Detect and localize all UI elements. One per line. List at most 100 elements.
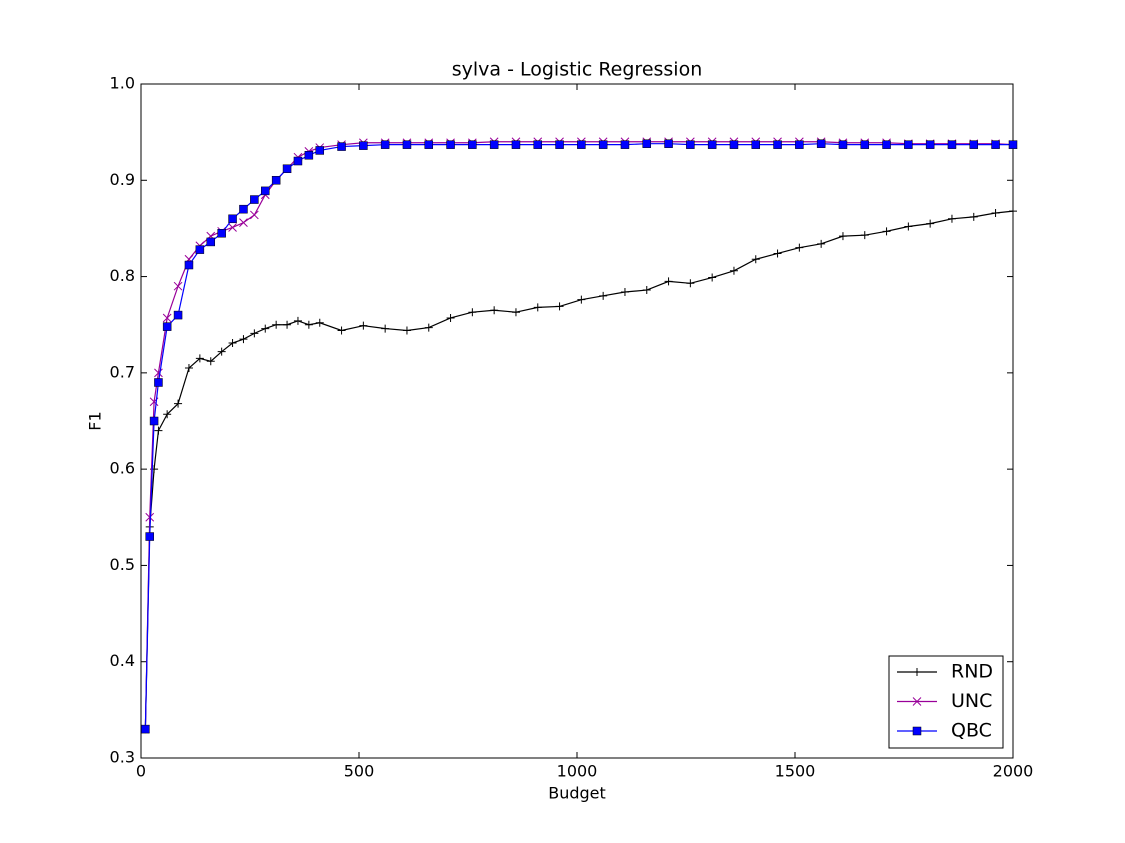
marker-shape	[686, 140, 695, 149]
marker-x	[162, 313, 172, 323]
marker-square	[271, 176, 281, 185]
marker-shape	[860, 231, 869, 240]
marker-shape	[882, 227, 891, 236]
x-tick-label: 2000	[993, 762, 1034, 781]
marker-shape	[686, 279, 695, 288]
marker-shape	[1009, 207, 1017, 216]
marker-shape	[912, 726, 922, 736]
marker-shape	[795, 243, 804, 252]
marker-shape	[239, 335, 248, 344]
marker-plus	[708, 273, 717, 282]
x-tick-label: 0	[136, 762, 146, 781]
marker-square	[195, 245, 205, 254]
marker-shape	[751, 255, 760, 264]
marker-square	[402, 140, 412, 149]
marker-shape	[708, 273, 717, 282]
marker-plus	[446, 313, 455, 322]
chart-title: sylva - Logistic Regression	[452, 59, 703, 81]
marker-square	[145, 532, 154, 541]
marker-shape	[533, 303, 542, 312]
marker-shape	[173, 281, 183, 291]
marker-plus	[206, 357, 215, 366]
marker-square	[860, 140, 870, 149]
marker-shape	[141, 724, 150, 734]
marker-plus	[293, 316, 302, 325]
marker-shape	[642, 286, 651, 295]
marker-shape	[882, 140, 891, 149]
marker-square	[261, 186, 270, 196]
marker-square	[228, 214, 237, 224]
marker-plus	[620, 287, 629, 296]
marker-shape	[446, 140, 455, 149]
x-tick-label: 500	[344, 762, 375, 781]
marker-plus	[381, 324, 390, 333]
marker-plus	[337, 326, 346, 335]
marker-shape	[424, 323, 433, 332]
marker-shape	[206, 357, 215, 366]
marker-shape	[664, 277, 673, 286]
marker-square	[293, 156, 303, 166]
marker-plus	[882, 227, 891, 236]
marker-shape	[315, 146, 325, 155]
marker-square	[511, 140, 521, 149]
marker-plus	[359, 321, 368, 330]
marker-shape	[250, 210, 259, 220]
marker-square	[577, 140, 586, 149]
marker-square	[598, 140, 608, 149]
marker-plus	[555, 302, 564, 311]
marker-square	[446, 140, 455, 149]
marker-plus	[315, 318, 324, 327]
marker-shape	[707, 140, 717, 149]
marker-shape	[926, 219, 935, 228]
marker-shape	[293, 316, 302, 325]
marker-square	[686, 140, 695, 149]
marker-shape	[555, 302, 564, 311]
marker-plus	[511, 308, 520, 317]
marker-shape	[250, 195, 259, 204]
marker-square	[282, 164, 292, 173]
marker-square	[359, 141, 368, 150]
marker-plus	[261, 324, 270, 333]
legend-marker	[912, 697, 922, 706]
marker-shape	[149, 416, 159, 426]
marker-square	[239, 204, 248, 214]
marker-plus	[174, 399, 183, 408]
marker-shape	[577, 140, 586, 149]
marker-plus	[751, 255, 760, 264]
x-tick-label: 1500	[775, 762, 816, 781]
marker-shape	[173, 310, 183, 320]
marker-shape	[1008, 140, 1018, 149]
marker-shape	[145, 532, 154, 541]
y-axis-label: F1	[86, 411, 105, 430]
marker-shape	[446, 313, 455, 322]
marker-square	[904, 140, 913, 149]
y-tick-label: 0.7	[110, 362, 135, 381]
marker-shape	[620, 287, 629, 296]
marker-shape	[904, 222, 913, 231]
y-tick-label: 0.6	[110, 459, 135, 478]
marker-shape	[195, 354, 204, 363]
marker-shape	[860, 140, 870, 149]
marker-square	[380, 140, 390, 149]
legend-text: QBC	[951, 720, 992, 742]
marker-plus	[795, 243, 804, 252]
marker-shape	[154, 426, 163, 435]
marker-shape	[228, 223, 237, 232]
marker-shape	[468, 308, 477, 317]
marker-shape	[154, 368, 163, 378]
marker-x	[145, 512, 155, 522]
marker-shape	[816, 139, 826, 148]
marker-square	[250, 195, 259, 204]
marker-plus	[468, 308, 477, 317]
y-tick-label: 0.9	[110, 170, 135, 189]
marker-shape	[359, 141, 368, 150]
x-axis-label: Budget	[548, 784, 606, 803]
marker-square	[162, 322, 172, 331]
marker-square	[642, 139, 652, 148]
legend-text: RND	[951, 661, 993, 683]
marker-square	[664, 139, 673, 148]
marker-shape	[511, 308, 520, 317]
marker-square	[925, 140, 935, 149]
marker-square	[729, 140, 739, 149]
marker-shape	[729, 140, 739, 149]
